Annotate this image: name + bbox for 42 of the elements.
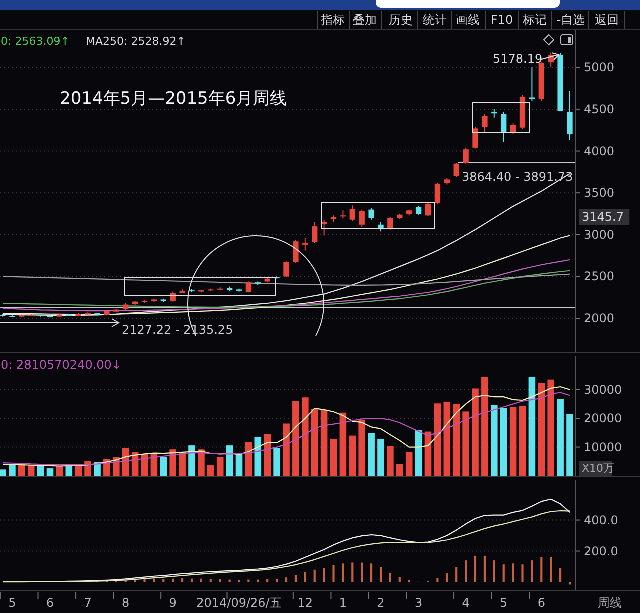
x-tick-label: 6 — [46, 596, 54, 610]
annotation: 5178.19 — [493, 52, 543, 66]
y-tick-label: 30000 — [584, 382, 622, 397]
text: -自选 — [556, 13, 586, 27]
text: X10万 — [582, 462, 615, 475]
text: 周线 — [598, 596, 622, 610]
text: 历史 — [389, 13, 413, 27]
x-tick-label: 7 — [84, 596, 92, 610]
y-tick-label: 400.0 — [584, 513, 618, 528]
y-tick-label: 2000 — [584, 312, 615, 326]
x-tick-label: 3 — [414, 596, 423, 610]
x-tick-label: 5 — [8, 596, 16, 610]
annotation: 0: 2810570240.00↓ — [1, 358, 122, 372]
y-tick-label: 20000 — [584, 412, 622, 426]
text: 返回 — [595, 13, 619, 27]
text: 3145.7 — [582, 210, 624, 224]
y-tick-label: 3500 — [584, 186, 615, 200]
y-tick-label: 2500 — [584, 270, 615, 284]
y-tick-label: 200.0 — [584, 544, 618, 558]
x-tick-label: 1 — [339, 596, 348, 610]
text: 指标 — [320, 13, 345, 27]
y-tick-label: 4500 — [584, 102, 615, 116]
annotation: MA250: 2528.92↑ — [86, 35, 186, 48]
text: 统计 — [423, 13, 447, 27]
y-tick-label: 4000 — [584, 144, 615, 158]
annotation: 0: 2563.09↑ — [1, 35, 70, 48]
y-tick-label: 10000 — [584, 440, 622, 454]
x-tick-label: 6 — [538, 596, 546, 610]
text: 画线 — [456, 13, 480, 27]
x-tick-label: 2014/09/26/五 — [196, 596, 282, 610]
x-tick-label: 4 — [462, 596, 470, 610]
text: 2014年5月—2015年6月周线 — [60, 89, 288, 109]
text: 标记 — [522, 13, 547, 27]
text: 叠加 — [353, 13, 377, 27]
text: F10 — [490, 13, 514, 27]
x-tick-label: 2 — [377, 596, 385, 610]
y-tick-label: 3000 — [584, 228, 615, 242]
x-tick-label: 8 — [122, 596, 130, 610]
y-tick-label: 5000 — [584, 60, 615, 75]
x-tick-label: 5 — [500, 596, 508, 610]
x-tick-label: 12 — [298, 596, 314, 610]
x-tick-label: 9 — [169, 596, 177, 610]
